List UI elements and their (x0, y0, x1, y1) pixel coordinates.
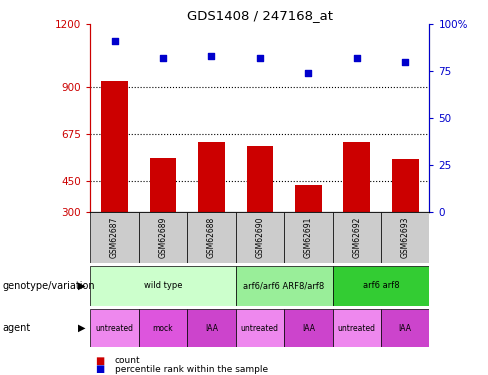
Bar (284, 309, 332, 347)
Text: untreated: untreated (96, 324, 134, 333)
Text: arf6/arf6 ARF8/arf8: arf6/arf6 ARF8/arf8 (244, 281, 325, 290)
Bar (284, 212, 332, 262)
Bar (236, 212, 284, 262)
Point (111, 38, 119, 44)
Text: mock: mock (153, 324, 173, 333)
Point (401, 59, 409, 65)
Bar (344, 142, 370, 212)
Text: agent: agent (2, 323, 31, 333)
Bar (187, 309, 236, 347)
Bar (198, 142, 225, 212)
Text: count: count (115, 356, 141, 365)
Bar (139, 309, 187, 347)
Point (207, 53, 215, 59)
Bar (139, 212, 187, 262)
Bar (392, 159, 419, 212)
Text: GSM62691: GSM62691 (304, 216, 313, 258)
Point (353, 55, 361, 61)
Text: GSM62690: GSM62690 (255, 216, 264, 258)
Text: IAA: IAA (205, 324, 218, 333)
Text: GSM62687: GSM62687 (110, 216, 119, 258)
Bar (90, 266, 236, 306)
Text: genotype/variation: genotype/variation (2, 281, 95, 291)
Text: untreated: untreated (241, 324, 279, 333)
Title: GDS1408 / 247168_at: GDS1408 / 247168_at (187, 9, 333, 22)
Text: ▶: ▶ (78, 323, 85, 333)
Text: untreated: untreated (338, 324, 376, 333)
Bar (101, 81, 128, 212)
Text: IAA: IAA (399, 324, 412, 333)
Bar (187, 212, 236, 262)
Bar (90, 309, 139, 347)
Text: ■: ■ (95, 364, 104, 374)
Bar (381, 309, 429, 347)
Bar (295, 185, 322, 212)
Bar (150, 158, 176, 212)
Bar (90, 212, 139, 262)
Text: wild type: wild type (143, 281, 182, 290)
Text: ▶: ▶ (78, 281, 85, 291)
Bar (332, 309, 381, 347)
Text: GSM62693: GSM62693 (401, 216, 410, 258)
Bar (332, 212, 381, 262)
Text: GSM62688: GSM62688 (207, 217, 216, 258)
Point (305, 70, 312, 76)
Text: GSM62689: GSM62689 (159, 216, 167, 258)
Bar (236, 266, 332, 306)
Bar (381, 212, 429, 262)
Bar (236, 309, 284, 347)
Bar (332, 266, 429, 306)
Text: GSM62692: GSM62692 (352, 216, 361, 258)
Bar (246, 146, 273, 212)
Text: IAA: IAA (302, 324, 315, 333)
Point (159, 55, 167, 61)
Text: arf6 arf8: arf6 arf8 (363, 281, 399, 290)
Text: percentile rank within the sample: percentile rank within the sample (115, 365, 268, 374)
Text: ■: ■ (95, 356, 104, 366)
Point (256, 55, 264, 61)
